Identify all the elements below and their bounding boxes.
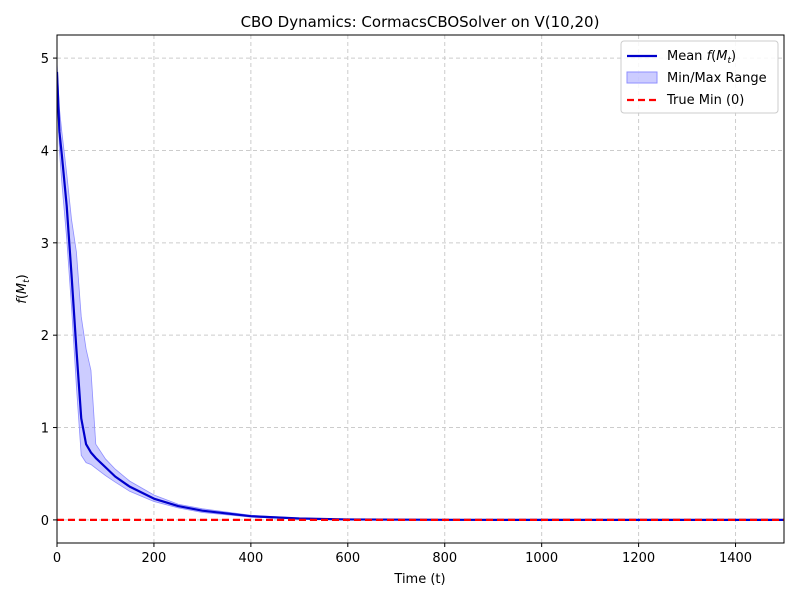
y-tick-label: 1 xyxy=(41,422,49,437)
legend-range-label: Min/Max Range xyxy=(667,71,767,86)
legend: Mean f(Mt) Min/Max Range True Min (0) xyxy=(620,40,779,114)
legend-mean-label: Mean f(Mt) xyxy=(667,49,736,66)
y-tick-label: 3 xyxy=(41,237,49,252)
y-tick-label: 0 xyxy=(41,514,49,529)
x-tick-label: 600 xyxy=(335,551,360,566)
x-tick-layer: 0 200 400 600 800 1000 1200 1400 xyxy=(53,543,752,566)
legend-box xyxy=(620,40,779,114)
y-tick-label: 2 xyxy=(41,329,49,344)
legend-truemin-label: True Min (0) xyxy=(666,93,744,108)
x-tick-label: 1200 xyxy=(622,551,655,566)
x-tick-label: 400 xyxy=(238,551,263,566)
x-tick-label: 1000 xyxy=(525,551,558,566)
x-axis-label: Time (t) xyxy=(393,572,445,587)
plot-frame xyxy=(56,34,785,544)
x-tick-label: 800 xyxy=(432,551,457,566)
x-tick-label: 200 xyxy=(142,551,167,566)
chart-title: CBO Dynamics: CormacsCBOSolver on V(10,2… xyxy=(241,13,600,31)
y-tick-label: 4 xyxy=(41,144,49,159)
legend-range-swatch xyxy=(626,71,658,84)
x-tick-label: 1400 xyxy=(719,551,752,566)
y-axis-label: f(Mt) xyxy=(15,274,32,303)
y-tick-layer: 0 1 2 3 4 5 xyxy=(41,52,57,529)
y-tick-label: 5 xyxy=(41,52,49,67)
x-tick-label: 0 xyxy=(53,551,61,566)
